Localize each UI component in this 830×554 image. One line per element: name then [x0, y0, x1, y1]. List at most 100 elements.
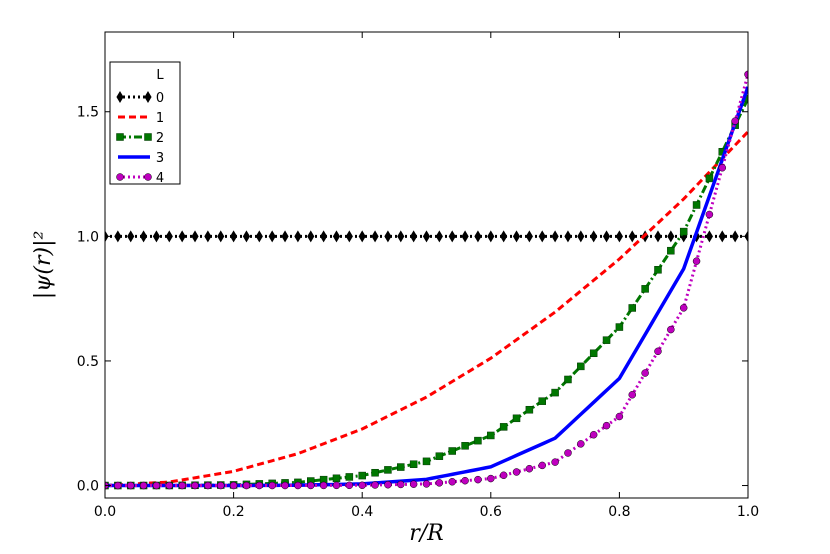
- data-point: [564, 449, 572, 457]
- data-point: [294, 230, 302, 243]
- x-tick-label: 0.8: [608, 504, 630, 520]
- data-point: [500, 230, 508, 243]
- data-point: [692, 201, 701, 209]
- data-point: [152, 481, 161, 490]
- data-point: [525, 230, 533, 243]
- data-point: [255, 230, 263, 243]
- data-point: [384, 466, 392, 474]
- data-point: [602, 230, 611, 243]
- ticks-layer: 0.0 0.2 0.4 0.6 0.8 1.0 0.0 0.5 1.0 1.5: [77, 32, 759, 520]
- data-point: [242, 230, 251, 243]
- data-point: [577, 362, 585, 371]
- data-point: [705, 174, 714, 183]
- legend: L 0 1 2 3 4: [109, 61, 181, 186]
- legend-item: 3: [118, 151, 164, 166]
- data-point: [397, 463, 405, 471]
- data-point: [538, 461, 546, 470]
- data-point: [191, 481, 199, 490]
- data-point: [435, 479, 444, 487]
- data-point: [551, 388, 559, 397]
- data-point: [731, 117, 739, 125]
- data-point: [422, 457, 431, 466]
- data-point: [654, 266, 662, 274]
- series-layer: [105, 70, 748, 490]
- x-tick-label: 0.2: [222, 504, 244, 520]
- data-point: [718, 164, 727, 172]
- data-point: [512, 468, 521, 476]
- plot-frame: [104, 31, 749, 499]
- data-point: [538, 230, 546, 243]
- legend-item: 1: [118, 111, 164, 126]
- data-point: [204, 230, 212, 243]
- data-point: [307, 481, 315, 490]
- data-point: [551, 230, 559, 243]
- data-point: [144, 91, 152, 103]
- data-point: [332, 474, 341, 483]
- data-point: [294, 481, 302, 490]
- data-point: [705, 230, 714, 243]
- legend-label: 2: [156, 131, 164, 146]
- data-point: [487, 474, 495, 483]
- y-tick-label: 1.5: [77, 105, 99, 121]
- data-point: [474, 475, 482, 484]
- data-point: [144, 133, 152, 141]
- legend-item: 4: [116, 171, 164, 186]
- data-point: [242, 481, 251, 490]
- data-point: [127, 230, 135, 243]
- data-point: [551, 458, 559, 466]
- data-point: [320, 230, 328, 243]
- data-point: [628, 391, 637, 399]
- data-point: [461, 476, 469, 485]
- data-point: [332, 230, 341, 243]
- data-point: [422, 230, 431, 243]
- data-point: [692, 257, 701, 265]
- data-point: [307, 230, 315, 243]
- data-point: [435, 230, 443, 243]
- data-point: [116, 133, 124, 141]
- data-point: [126, 481, 135, 490]
- data-point: [744, 70, 748, 79]
- data-point: [371, 481, 379, 489]
- legend-label: 0: [156, 91, 164, 106]
- data-point: [705, 210, 714, 219]
- data-point: [615, 230, 623, 243]
- data-point: [144, 173, 152, 181]
- data-point: [165, 481, 174, 490]
- data-point: [679, 227, 688, 236]
- data-point: [564, 230, 572, 243]
- legend-label: 3: [156, 151, 164, 166]
- data-point: [667, 325, 675, 334]
- data-point: [448, 478, 456, 486]
- data-point: [525, 464, 534, 473]
- data-point: [116, 173, 124, 181]
- data-point: [139, 481, 148, 490]
- data-point: [358, 481, 366, 490]
- data-point: [397, 480, 405, 489]
- data-point: [628, 304, 637, 312]
- data-point: [345, 473, 354, 481]
- data-point: [371, 230, 379, 243]
- data-point: [319, 481, 328, 490]
- data-point: [152, 230, 161, 243]
- legend-box: [109, 61, 181, 185]
- series-line: [105, 73, 748, 488]
- data-point: [139, 230, 148, 243]
- data-point: [229, 481, 238, 490]
- data-point: [654, 230, 662, 243]
- y-tick-label: 0.5: [77, 354, 99, 370]
- data-point: [654, 347, 662, 356]
- data-point: [538, 397, 546, 405]
- data-point: [281, 481, 289, 490]
- data-point: [577, 230, 585, 243]
- data-point: [358, 471, 366, 480]
- y-tick-label: 0.0: [77, 479, 99, 495]
- data-point: [116, 91, 124, 103]
- data-point: [165, 230, 173, 243]
- data-point: [345, 481, 354, 490]
- data-point: [332, 481, 341, 490]
- data-point: [448, 447, 456, 455]
- data-point: [615, 323, 624, 331]
- x-tick-label: 1.0: [737, 504, 759, 520]
- data-point: [358, 230, 366, 243]
- series-4: [105, 70, 748, 490]
